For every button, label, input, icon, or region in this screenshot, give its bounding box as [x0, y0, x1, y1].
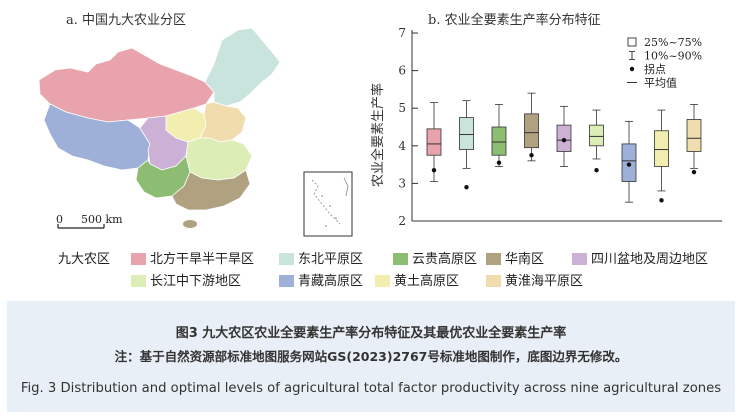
zone-label: 黄土高原区: [394, 273, 459, 289]
caption-title: 图3 九大农区农业全要素生产率分布特征及其最优农业全要素生产率: [175, 326, 567, 341]
inflection-point: [659, 198, 664, 203]
legend-label: 25%~75%: [644, 36, 702, 49]
box-group: [426, 102, 442, 182]
hainan-island: [183, 220, 197, 228]
y-axis-label: 农业全要素生产率: [370, 83, 386, 187]
inflection-point: [691, 169, 697, 175]
zone-swatch: [393, 253, 408, 265]
zone-region-south: [171, 169, 251, 211]
inflection-point: [561, 137, 567, 143]
chart-title: b. 农业全要素生产率分布特征: [428, 12, 601, 28]
y-tick-label: 2: [398, 214, 406, 228]
legend-label: 10%~90%: [644, 50, 702, 63]
iqr-box: [491, 126, 507, 156]
zone-label: 华南区: [505, 251, 544, 267]
zone-region-huanghuaihai: [199, 101, 247, 143]
box-group: [524, 92, 539, 162]
iqr-box: [426, 128, 442, 156]
zone-legend: 九大农区 北方干旱半干旱区 东北平原区 云贵高原区 华南区 四川盆地及周边地区长江中下游…: [58, 251, 708, 289]
zone-swatch: [279, 253, 294, 265]
y-tick-label: 6: [398, 64, 406, 78]
inflection-point: [529, 153, 534, 158]
zone-swatch: [375, 275, 390, 287]
y-tick-label: 5: [398, 101, 406, 115]
y-tick-label: 7: [398, 26, 406, 40]
legend-box-symbol: [627, 37, 637, 47]
zone-swatch: [279, 275, 294, 287]
inflection-point: [464, 184, 469, 190]
iqr-box: [589, 124, 604, 147]
south-china-sea-inset: [303, 171, 353, 237]
box-group: [686, 104, 702, 175]
zone-swatch: [486, 253, 501, 265]
iqr-box: [654, 130, 669, 167]
figure-caption: 图3 九大农区农业全要素生产率分布特征及其最优农业全要素生产率 注：基于自然资源…: [7, 301, 735, 412]
zone-swatch: [131, 253, 146, 265]
box-group: [621, 120, 637, 203]
iqr-box: [686, 119, 702, 152]
scale-zero: 0: [56, 213, 63, 226]
scale-bar: 0 500 km: [56, 213, 123, 229]
inflection-point: [431, 168, 437, 173]
scale-label: 500 km: [81, 213, 123, 226]
zone-label: 青藏高原区: [298, 273, 363, 289]
china-zone-map: [38, 27, 281, 228]
zone-label: 东北平原区: [298, 252, 363, 267]
y-tick-label: 3: [398, 176, 406, 190]
iqr-box: [459, 117, 474, 150]
box-group: [459, 100, 474, 190]
zone-region-northeast: [204, 27, 281, 107]
zone-swatch: [131, 275, 146, 287]
zone-swatch: [572, 253, 587, 265]
inflection-point: [626, 162, 632, 167]
legend-label: 平均值: [644, 77, 677, 90]
box-group: [654, 109, 669, 203]
inflection-point: [496, 160, 502, 165]
box-group: [589, 109, 604, 173]
legend-label: 拐点: [644, 62, 666, 76]
inflection-point: [594, 168, 599, 173]
caption-note: 注：基于自然资源部标准地图服务网站GS(2023)2767号标准地图制作，底图边…: [114, 349, 628, 364]
figure-canvas: a. 中国九大农业分区 0 500 km b. 农业全要素生产率分布特征 农业全…: [38, 12, 722, 289]
map-title: a. 中国九大农业分区: [66, 13, 186, 28]
y-ticks: 2 3 4 5 6 7: [398, 26, 418, 228]
box-series: [426, 92, 702, 203]
iqr-box: [524, 113, 539, 149]
zone-label: 云贵高原区: [412, 251, 477, 267]
zone-label: 黄淮海平原区: [505, 274, 583, 289]
legend-heading: 九大农区: [58, 252, 110, 267]
zone-label: 四川盆地及周边地区: [591, 252, 708, 267]
box-group: [556, 105, 572, 167]
caption-english: Fig. 3 Distribution and optimal levels o…: [20, 381, 722, 396]
legend-dot-symbol: [629, 66, 635, 72]
box-group: [491, 104, 507, 167]
y-tick-label: 4: [398, 139, 406, 153]
zone-label: 长江中下游地区: [150, 274, 241, 289]
zone-swatch: [486, 275, 501, 287]
zone-label: 北方干旱半干旱区: [150, 251, 254, 267]
